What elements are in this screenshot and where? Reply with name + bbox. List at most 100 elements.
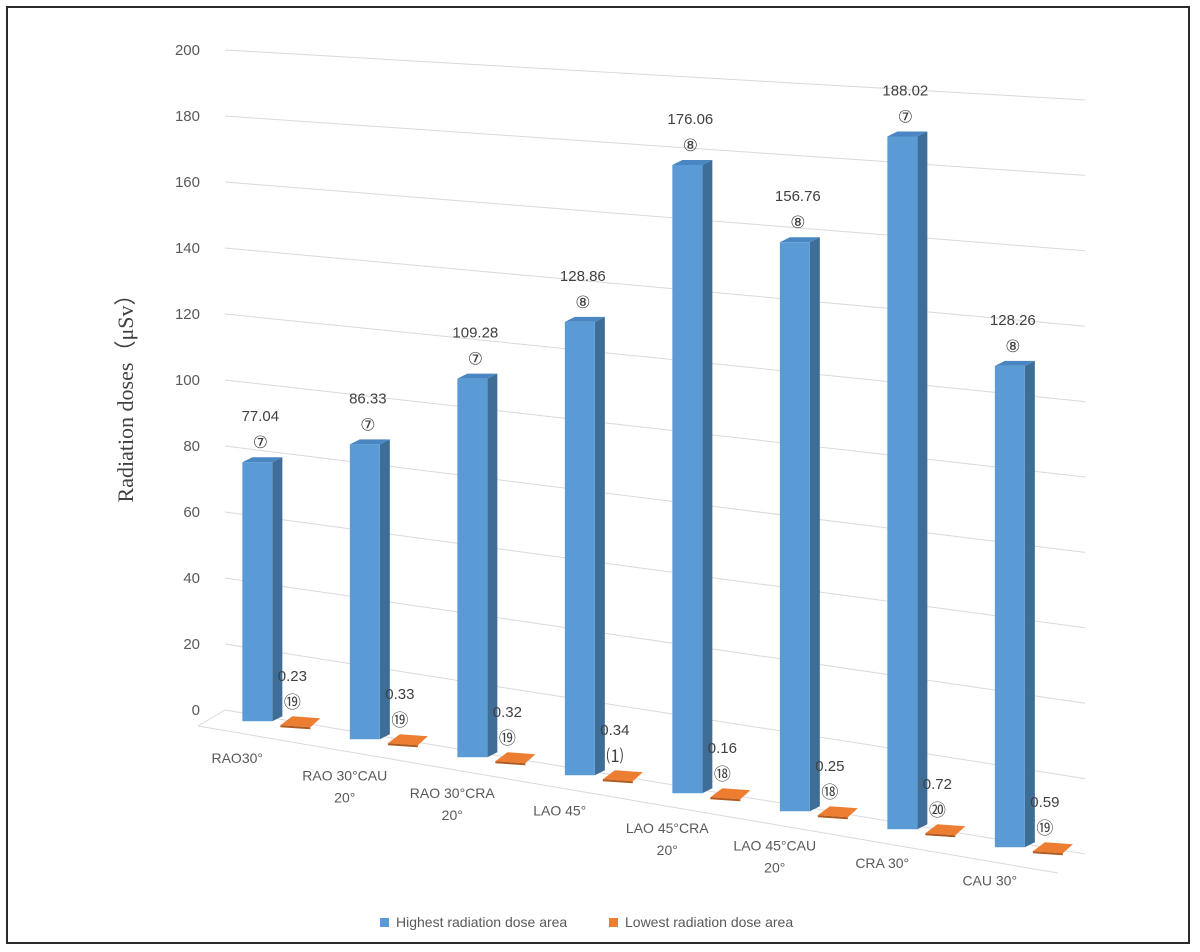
gridline [224, 115, 1086, 176]
marker-label-lowest: ⑳ [929, 801, 946, 821]
bar-highest-top [779, 237, 820, 243]
bar-highest-top [564, 316, 605, 322]
legend-label-lowest: Lowest radiation dose area [625, 914, 793, 930]
y-tick-label: 180 [175, 108, 200, 125]
gridline [224, 313, 1086, 403]
bar-highest-side [379, 439, 390, 740]
bars [242, 131, 1073, 856]
y-tick-label: 80 [183, 438, 200, 455]
bar-lowest-edge [280, 725, 311, 730]
x-tick-label: CRA 30° [855, 855, 909, 871]
y-tick-label: 0 [192, 702, 200, 719]
marker-label-highest: ⑦ [468, 350, 483, 370]
bar-highest-side [809, 237, 820, 812]
bar-lowest-edge [495, 761, 526, 766]
floor-edge [197, 709, 226, 727]
bar-highest [672, 165, 703, 794]
bar-lowest-edge [710, 797, 741, 802]
bar-highest-top [672, 160, 713, 166]
marker-label-lowest: ⑴ [606, 747, 623, 767]
data-label-highest: 176.06 [667, 111, 713, 128]
data-label-highest: 188.02 [882, 83, 928, 100]
data-label-highest: 86.33 [349, 390, 387, 407]
y-tick-label: 120 [175, 306, 200, 323]
marker-label-highest: ⑧ [1005, 337, 1020, 357]
marker-label-lowest: ⑲ [1036, 819, 1053, 839]
data-label-highest: 109.28 [452, 325, 498, 342]
floor-front [197, 725, 1059, 874]
y-tick-label: 200 [175, 42, 200, 59]
bar-lowest-edge [925, 833, 956, 838]
bar-lowest [280, 716, 321, 728]
marker-label-highest: ⑦ [360, 415, 375, 435]
bar-lowest [602, 770, 643, 782]
y-tick-label: 160 [175, 174, 200, 191]
bar-highest-top [994, 360, 1035, 366]
bar-highest-top [887, 131, 928, 137]
bar-lowest [710, 788, 751, 800]
legend: Highest radiation dose area Lowest radia… [380, 914, 793, 930]
legend-label-highest: Highest radiation dose area [396, 914, 567, 930]
y-tick-label: 60 [183, 504, 200, 521]
bar-lowest-edge [1032, 851, 1063, 856]
bar-highest [994, 365, 1025, 848]
x-tick-label: RAO 30°CRA 20° [410, 785, 496, 823]
data-label-highest: 156.76 [775, 188, 821, 205]
bar-highest-side [487, 373, 498, 758]
bar-highest [887, 136, 918, 830]
x-axis-categories: RAO30° RAO 30°CAU 20° RAO 30°CRA 20° LAO 45° L… [211, 750, 1017, 889]
bar-highest [779, 242, 810, 812]
data-label-lowest: 0.59 [1030, 794, 1059, 811]
gridline [224, 49, 1086, 101]
x-tick-label: LAO 45°CRA 20° [626, 820, 709, 858]
bar-highest-side [917, 131, 928, 830]
bar-lowest [495, 752, 536, 764]
data-label-highest: 77.04 [242, 408, 280, 425]
bar-highest-top [242, 457, 283, 463]
bar-highest-top [457, 373, 498, 379]
marker-label-highest: ⑧ [575, 293, 590, 313]
x-tick-label: LAO 45° [533, 803, 586, 819]
bar-lowest [817, 806, 858, 818]
bar-lowest [1032, 842, 1073, 854]
data-label-lowest: 0.33 [385, 686, 414, 703]
marker-label-highest: ⑧ [683, 136, 698, 156]
data-label-highest: 128.86 [560, 268, 606, 285]
bar-highest [457, 378, 488, 758]
gridline [224, 379, 1086, 478]
marker-label-lowest: ⑲ [391, 711, 408, 731]
y-tick-label: 40 [183, 570, 200, 587]
bar-highest-side [702, 160, 713, 794]
bar-highest-side [594, 316, 605, 776]
data-label-lowest: 0.25 [815, 758, 844, 775]
gridline [224, 247, 1086, 327]
y-axis-label: Radiation doses（μSv） [113, 284, 138, 503]
y-axis-ticks: 0 20 40 60 80 100 120 140 160 180 200 [175, 42, 200, 719]
bar-highest [564, 321, 595, 776]
x-tick-label: LAO 45°CAU 20° [733, 838, 816, 876]
bar-lowest-edge [602, 779, 633, 784]
chart-floor [197, 709, 1059, 874]
bar-highest-top [349, 439, 390, 445]
bar-lowest-edge [817, 815, 848, 820]
data-label-lowest: 0.23 [278, 668, 307, 685]
x-tick-label: RAO 30°CAU 20° [302, 768, 387, 806]
marker-label-highest: ⑧ [790, 213, 805, 233]
legend-swatch-lowest [609, 918, 618, 927]
data-label-lowest: 0.34 [600, 722, 629, 739]
bar-highest [242, 462, 273, 722]
data-label-lowest: 0.72 [923, 776, 952, 793]
bar-lowest-edge [387, 743, 418, 748]
bar-highest-side [1024, 360, 1035, 848]
marker-label-highest: ⑦ [253, 433, 268, 453]
marker-label-highest: ⑦ [898, 108, 913, 128]
marker-label-lowest: ⑱ [714, 765, 731, 785]
gridline [224, 181, 1086, 252]
legend-swatch-highest [380, 918, 389, 927]
y-tick-label: 140 [175, 240, 200, 257]
data-label-lowest: 0.16 [708, 740, 737, 757]
data-label-highest: 128.26 [990, 312, 1036, 329]
bar-highest [349, 444, 380, 740]
bar-lowest [387, 734, 428, 746]
